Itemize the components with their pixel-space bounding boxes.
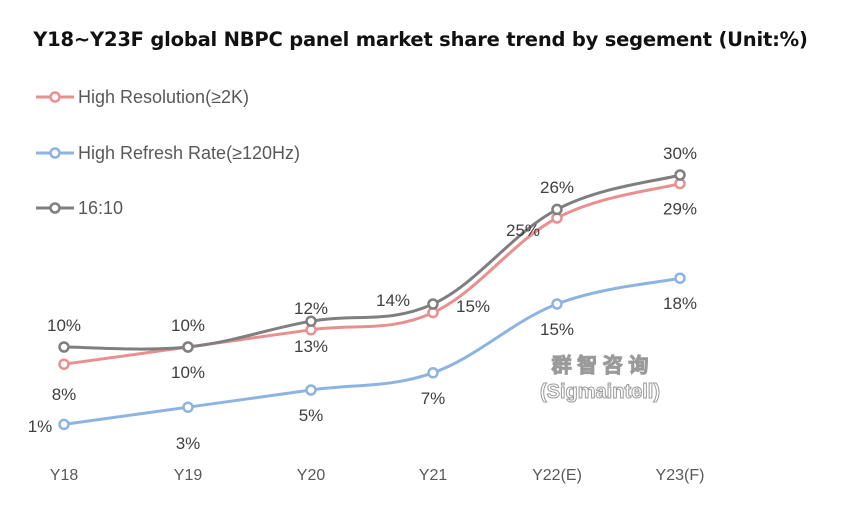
x-tick-label: Y18 <box>50 467 79 484</box>
legend: High Resolution(≥2K) High Refresh Rate(≥1… <box>36 87 300 218</box>
data-label-2-0: 10% <box>47 316 81 335</box>
legend-marker-icon <box>49 147 61 159</box>
x-tick-label: Y23(F) <box>656 467 705 484</box>
legend-item-0[interactable]: High Resolution(≥2K) <box>36 87 249 107</box>
data-label-0-0: 8% <box>52 385 77 404</box>
x-tick-label: Y21 <box>419 467 448 484</box>
data-point-0-0 <box>58 358 70 370</box>
legend-label: High Refresh Rate(≥120Hz) <box>78 143 300 163</box>
data-point-1-4 <box>551 298 563 310</box>
data-point-2-3 <box>427 298 439 310</box>
x-tick-label: Y20 <box>297 467 326 484</box>
watermark-cn: 群 智 咨 询 <box>551 353 649 377</box>
legend-marker-icon <box>49 91 61 103</box>
watermark-en: (Sigmaintell) <box>540 381 660 403</box>
data-point-2-0 <box>58 341 70 353</box>
data-point-1-5 <box>674 272 686 284</box>
watermark: 群 智 咨 询 (Sigmaintell) <box>539 353 660 404</box>
data-label-2-3: 15% <box>456 297 490 316</box>
data-label-2-2: 13% <box>294 337 328 356</box>
data-point-1-2 <box>305 384 317 396</box>
series-markers <box>58 169 686 431</box>
data-point-1-0 <box>58 418 70 431</box>
x-tick-label: Y22(E) <box>532 467 582 484</box>
data-point-2-2 <box>305 315 317 327</box>
data-point-2-5 <box>674 169 686 181</box>
data-point-2-4 <box>551 203 563 216</box>
data-labels: 8% 10% 12% 14% 25% 29% 1% 3% 5% 7% 15% 18% 10% 10% 13%… <box>28 144 697 453</box>
data-label-1-3: 7% <box>421 389 446 408</box>
series-line-2 <box>63 173 681 351</box>
data-label-1-1: 3% <box>176 434 201 453</box>
data-label-1-0: 1% <box>28 417 53 436</box>
data-label-2-4: 26% <box>540 178 574 197</box>
x-tick-label: Y19 <box>174 467 203 484</box>
data-label-1-2: 5% <box>299 406 324 425</box>
series-lines <box>63 173 681 426</box>
series-line-1 <box>63 276 681 426</box>
data-label-0-4: 25% <box>506 221 540 240</box>
data-label-1-4: 15% <box>540 320 574 339</box>
data-label-2-5: 30% <box>663 144 697 163</box>
data-label-0-1: 10% <box>171 363 205 382</box>
data-label-0-2: 12% <box>294 299 328 318</box>
series-line-0 <box>63 182 681 366</box>
legend-item-2[interactable]: 16:10 <box>36 198 123 218</box>
legend-marker-icon <box>49 202 61 214</box>
data-point-1-1 <box>182 401 194 413</box>
chart-title: Y18~Y23F global NBPC panel market share … <box>33 28 808 51</box>
x-axis-ticks: Y18 Y19 Y20 Y21 Y22(E) Y23(F) <box>50 467 705 484</box>
data-label-0-3: 14% <box>376 291 410 310</box>
legend-label: High Resolution(≥2K) <box>78 87 249 107</box>
data-label-2-1: 10% <box>171 316 205 335</box>
legend-item-1[interactable]: High Refresh Rate(≥120Hz) <box>36 143 300 163</box>
data-point-2-1 <box>182 341 194 353</box>
data-label-0-5: 29% <box>663 200 697 219</box>
data-label-1-5: 18% <box>663 294 697 313</box>
legend-label: 16:10 <box>78 198 123 218</box>
data-point-1-3 <box>427 367 439 379</box>
